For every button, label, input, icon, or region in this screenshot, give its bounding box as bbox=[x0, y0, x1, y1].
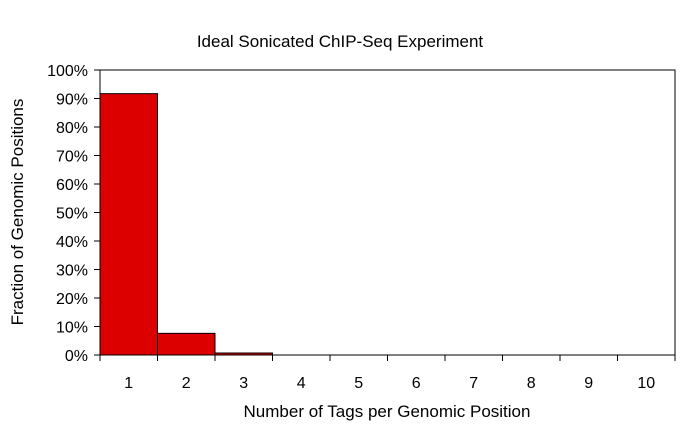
y-tick-label: 10% bbox=[56, 320, 88, 337]
x-tick-label: 9 bbox=[584, 375, 593, 392]
y-ticks-group: 0% 10% 20% 30% 40% 50% 60% 70% 80% 90% 100% bbox=[47, 63, 100, 365]
x-ticks-group: 1 2 3 4 5 6 7 8 9 10 bbox=[99, 355, 676, 392]
x-tick-label: 7 bbox=[469, 375, 478, 392]
x-axis-label: Number of Tags per Genomic Position bbox=[244, 402, 531, 421]
plot-area bbox=[99, 69, 676, 356]
x-tick-label: 6 bbox=[412, 375, 421, 392]
y-tick-label: 0% bbox=[65, 348, 88, 365]
y-tick-label: 60% bbox=[56, 177, 88, 194]
x-tick-label: 10 bbox=[637, 375, 655, 392]
bar-2 bbox=[157, 332, 216, 356]
x-tick-label: 1 bbox=[124, 375, 133, 392]
x-tick-label: 5 bbox=[354, 375, 363, 392]
x-tick-label: 3 bbox=[239, 375, 248, 392]
y-tick-label: 100% bbox=[47, 63, 88, 80]
y-tick-label: 40% bbox=[56, 234, 88, 251]
y-tick-label: 50% bbox=[56, 206, 88, 223]
x-tick-label: 8 bbox=[527, 375, 536, 392]
bar-1 bbox=[99, 93, 158, 356]
y-tick-label: 70% bbox=[56, 149, 88, 166]
bars-group bbox=[99, 93, 273, 356]
y-tick-label: 30% bbox=[56, 263, 88, 280]
chart-title: Ideal Sonicated ChIP-Seq Experiment bbox=[197, 32, 484, 51]
bar-3 bbox=[214, 352, 273, 356]
x-tick-label: 4 bbox=[297, 375, 306, 392]
x-tick-label: 2 bbox=[182, 375, 191, 392]
y-tick-label: 20% bbox=[56, 291, 88, 308]
y-axis-label: Fraction of Genomic Positions bbox=[8, 99, 27, 326]
y-tick-label: 90% bbox=[56, 92, 88, 109]
y-tick-label: 80% bbox=[56, 120, 88, 137]
